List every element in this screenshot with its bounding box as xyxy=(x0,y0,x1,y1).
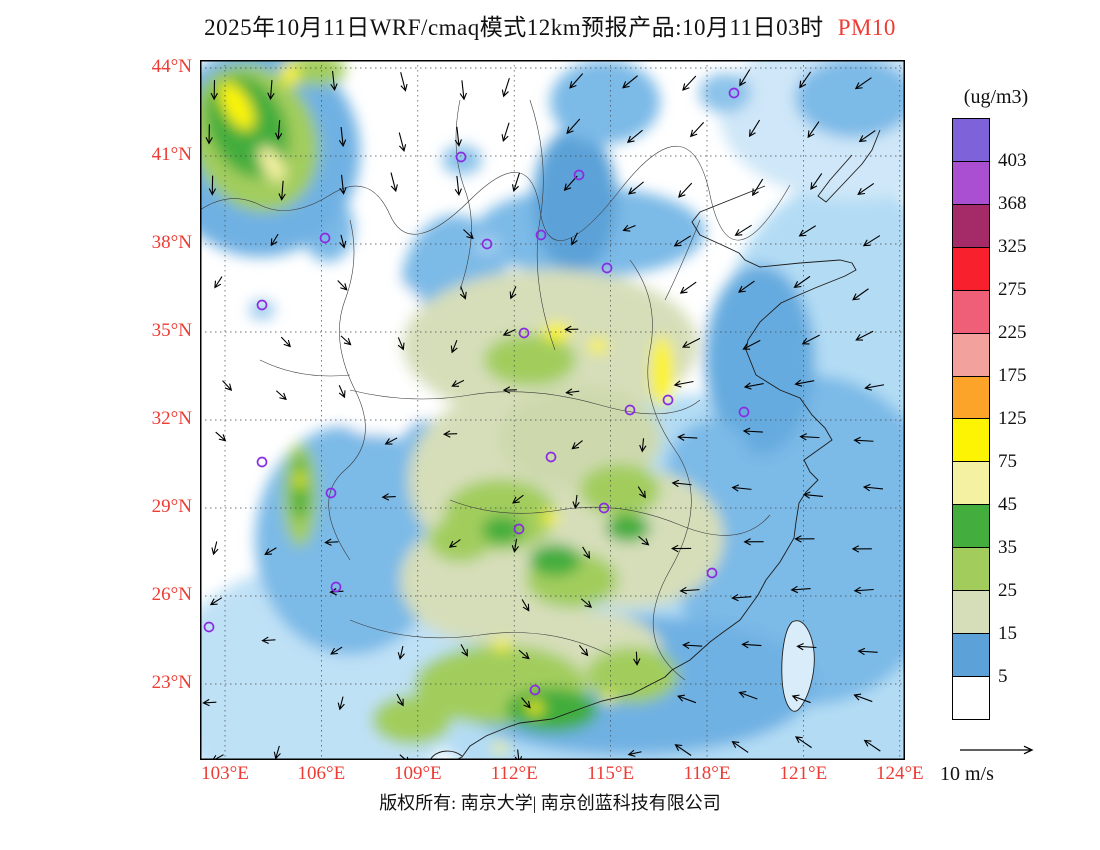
legend-color-segment xyxy=(953,247,989,291)
legend-tick-label: 125 xyxy=(998,408,1027,429)
province-boundaries xyxy=(200,99,791,681)
lat-tick-label: 44°N xyxy=(151,56,192,77)
legend-tick-label: 403 xyxy=(998,150,1027,171)
legend-color-segment xyxy=(953,676,989,719)
wind-vector-arrows xyxy=(202,69,885,760)
station-marker xyxy=(319,232,331,244)
station-marker xyxy=(513,523,525,535)
lon-tick-label: 118°E xyxy=(683,763,731,784)
legend-unit-label: (ug/m3) xyxy=(963,86,1029,108)
lon-tick-label: 106°E xyxy=(297,763,346,784)
station-marker xyxy=(325,487,337,499)
lon-tick-label: 124°E xyxy=(875,763,924,784)
lat-tick-label: 26°N xyxy=(151,584,192,605)
legend-tick-label: 25 xyxy=(998,580,1017,601)
colorbar xyxy=(952,118,990,720)
title-text: 2025年10月11日WRF/cmaq模式12km预报产品:10月11日03时 xyxy=(204,15,824,40)
lon-tick-label: 103°E xyxy=(201,763,249,784)
wind-scale-arrow-icon xyxy=(960,745,1034,755)
station-marker xyxy=(624,404,636,416)
lat-tick-label: 29°N xyxy=(151,496,192,517)
legend-color-segment xyxy=(953,419,989,463)
chart-title: 2025年10月11日WRF/cmaq模式12km预报产品:10月11日03时 P… xyxy=(0,8,1100,42)
legend-tick-label: 5 xyxy=(998,666,1008,687)
lon-tick-label: 109°E xyxy=(393,763,442,784)
wind-scale: 10 m/s xyxy=(932,736,1072,796)
legend-tick-label: 368 xyxy=(998,193,1027,214)
legend-color-segment xyxy=(953,634,989,677)
legend-tick-label: 75 xyxy=(998,451,1017,472)
legend-color-segment xyxy=(953,591,989,635)
colorbar-legend: (ug/m3) 403 368 325 275 225 175 125 75 45 35 25 15 5 xyxy=(940,86,1070,746)
station-marker xyxy=(598,502,610,514)
station-marker xyxy=(706,567,718,579)
lon-tick-label: 112°E xyxy=(490,763,538,784)
hainan-coast xyxy=(429,750,463,760)
lat-tick-label: 38°N xyxy=(151,232,192,253)
legend-tick-label: 45 xyxy=(998,494,1017,515)
lon-tick-label: 115°E xyxy=(587,763,635,784)
legend-color-segment xyxy=(953,204,989,248)
wind-scale-label: 10 m/s xyxy=(940,763,994,785)
lat-tick-label: 23°N xyxy=(151,672,192,693)
lat-tick-label: 35°N xyxy=(151,320,192,341)
station-marker xyxy=(203,621,215,633)
station-marker xyxy=(481,238,493,250)
lon-tick-label: 121°E xyxy=(779,763,828,784)
legend-color-segment xyxy=(953,119,989,162)
legend-color-segment xyxy=(953,290,989,334)
legend-color-segment xyxy=(953,376,989,420)
station-markers xyxy=(203,87,750,696)
legend-tick-label: 225 xyxy=(998,322,1027,343)
station-marker xyxy=(545,451,557,463)
legend-tick-label: 325 xyxy=(998,236,1027,257)
legend-color-segment xyxy=(953,462,989,506)
lat-tick-label: 32°N xyxy=(151,408,192,429)
station-marker xyxy=(573,169,585,181)
map-border xyxy=(200,60,905,760)
pollutant-label: PM10 xyxy=(837,15,896,40)
station-marker xyxy=(662,394,674,406)
graticule-grid xyxy=(200,60,905,760)
station-marker xyxy=(529,684,541,696)
legend-color-segment xyxy=(953,505,989,549)
legend-tick-label: 35 xyxy=(998,537,1017,558)
station-marker xyxy=(601,262,613,274)
station-marker xyxy=(518,327,530,339)
copyright-footer: 版权所有: 南京大学| 南京创蓝科技有限公司 xyxy=(379,793,721,813)
coastline xyxy=(455,185,857,760)
taiwan-island xyxy=(781,620,815,712)
map-plot-area xyxy=(200,60,905,760)
legend-color-segment xyxy=(953,548,989,592)
lat-tick-label: 41°N xyxy=(151,144,192,165)
station-marker xyxy=(330,581,342,593)
station-marker xyxy=(535,229,547,241)
station-marker xyxy=(256,299,268,311)
station-marker xyxy=(738,406,750,418)
legend-tick-label: 15 xyxy=(998,623,1017,644)
liaodong-peninsula-coast xyxy=(817,129,881,203)
legend-tick-label: 275 xyxy=(998,279,1027,300)
station-marker xyxy=(256,456,268,468)
legend-color-segment xyxy=(953,333,989,377)
station-marker xyxy=(728,87,740,99)
legend-tick-label: 175 xyxy=(998,365,1027,386)
map-canvas xyxy=(200,60,905,760)
legend-color-segment xyxy=(953,161,989,205)
station-marker xyxy=(455,151,467,163)
